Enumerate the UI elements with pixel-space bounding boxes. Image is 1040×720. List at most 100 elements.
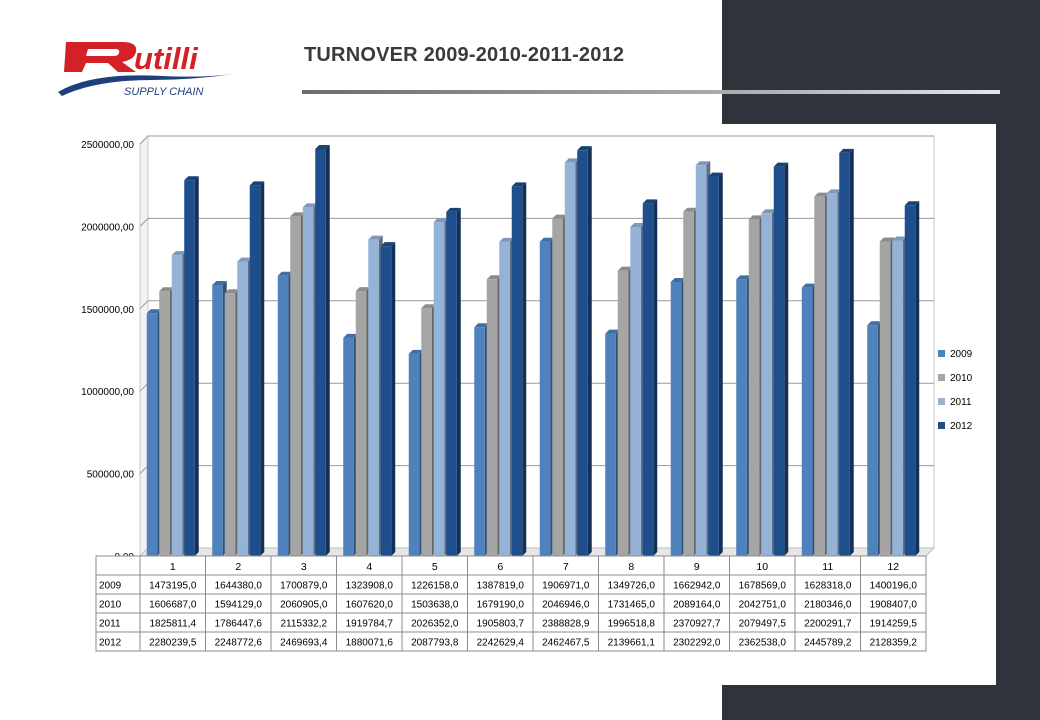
bar-top-2011-7	[564, 158, 580, 163]
bar-top-2010-8	[617, 266, 633, 271]
bar-side-2012-3	[325, 144, 330, 557]
bar-top-2009-7	[539, 237, 555, 242]
bar-2011-7	[564, 162, 576, 557]
bar-top-2010-3	[290, 212, 305, 217]
legend-swatch-2012	[938, 422, 945, 429]
table-cell-value: 2128359,2	[870, 638, 918, 649]
table-cell-value: 1606687,0	[149, 600, 197, 611]
bar-2011-12	[892, 240, 903, 556]
gridline	[139, 217, 934, 227]
bar-top-2011-9	[695, 161, 711, 166]
table-cell-value: 1919784,7	[346, 619, 394, 630]
bar-top-2012-1	[184, 176, 199, 181]
svg-text:utilli: utilli	[134, 41, 199, 76]
bar-top-2009-11	[801, 283, 817, 288]
legend-swatch-2011	[938, 398, 945, 405]
bar-top-2009-4	[343, 333, 358, 338]
bar-2011-3	[302, 207, 314, 556]
bar-2010-7	[552, 218, 563, 556]
bar-top-2009-2	[212, 281, 227, 286]
x-tick-label: 1	[170, 561, 176, 573]
bar-side-2012-2	[260, 181, 265, 556]
bar-side-2012-11	[849, 148, 854, 556]
bar-2009-7	[539, 241, 551, 556]
table-cell-value: 2026352,0	[411, 619, 459, 630]
bar-2010-4	[355, 291, 367, 556]
bar-top-2011-10	[761, 209, 776, 214]
bar-top-2010-1	[159, 287, 174, 292]
bar-top-2011-11	[826, 189, 842, 194]
legend-swatch-2009	[938, 350, 945, 357]
bar-2012-2	[249, 185, 261, 556]
bar-2012-5	[446, 211, 457, 556]
y-tick-label: 500000,00	[87, 470, 135, 481]
bar-2011-5	[433, 222, 445, 556]
bar-2012-9	[708, 176, 719, 556]
bar-2009-1	[146, 313, 158, 556]
bar-2012-3	[315, 148, 326, 557]
chart-card: 0,00500000,001000000,001500000,002000000…	[32, 124, 996, 685]
table-cell-value: 2180346,0	[804, 600, 852, 611]
x-tick-label: 3	[301, 561, 307, 573]
table-cell-value: 2302292,0	[673, 638, 721, 649]
table-cell-value: 1473195,0	[149, 581, 197, 592]
bar-2012-4	[380, 246, 392, 557]
table-cell-value: 1996518,8	[608, 619, 656, 630]
table-cell-value: 2042751,0	[739, 600, 787, 611]
bar-2011-11	[826, 193, 838, 556]
bar-2012-1	[184, 180, 195, 556]
bar-2010-3	[290, 216, 301, 556]
table-cell-value: 2362538,0	[739, 638, 787, 649]
table-cell-value: 1825811,4	[149, 619, 196, 630]
bar-side-2012-5	[456, 207, 461, 556]
x-tick-label: 2	[235, 561, 241, 573]
bar-top-2012-2	[249, 181, 265, 186]
table-cell-value: 1400196,0	[870, 581, 918, 592]
bar-top-2009-6	[474, 323, 489, 328]
table-cell-value: 2370927,7	[673, 619, 721, 630]
bar-top-2009-5	[408, 349, 424, 354]
y-tick-label: 1500000,00	[81, 305, 134, 316]
bar-2011-1	[171, 255, 183, 557]
table-cell-value: 1594129,0	[215, 600, 263, 611]
bar-top-2012-5	[446, 207, 461, 212]
bar-2012-10	[773, 166, 785, 556]
bar-2011-9	[695, 165, 707, 556]
y-tick-label: 1000000,00	[81, 387, 134, 398]
bar-top-2011-8	[630, 222, 645, 227]
bar-2009-11	[801, 287, 813, 556]
table-cell-value: 1678569,0	[739, 581, 787, 592]
bar-top-2010-7	[552, 214, 567, 219]
bar-top-2009-10	[736, 275, 751, 280]
bar-2009-9	[670, 281, 682, 556]
bar-top-2010-4	[355, 287, 371, 292]
bar-2009-12	[867, 325, 878, 556]
bar-top-2011-3	[302, 203, 318, 208]
bar-side-2012-9	[718, 172, 723, 556]
table-series-name: 2010	[99, 600, 122, 611]
table-cell-value: 2445789,2	[804, 638, 852, 649]
bar-2010-2	[224, 293, 236, 556]
table-cell-value: 1914259,5	[870, 619, 918, 630]
x-tick-label: 7	[563, 561, 569, 573]
bar-2012-8	[642, 203, 654, 556]
legend-swatch-2010	[938, 374, 945, 381]
bar-top-2010-6	[486, 275, 502, 280]
logo-subtext: SUPPLY CHAIN	[124, 86, 204, 98]
legend-label-2011: 2011	[950, 397, 972, 408]
bar-2011-4	[368, 239, 379, 556]
bar-side-2012-8	[653, 199, 658, 556]
table-cell-value: 2388828,9	[542, 619, 590, 630]
bar-2009-3	[277, 275, 289, 556]
table-cell-value: 1323908,0	[346, 581, 394, 592]
bar-top-2011-1	[171, 251, 187, 256]
table-cell-value: 2079497,5	[739, 619, 787, 630]
bar-2009-5	[408, 353, 420, 556]
x-tick-label: 5	[432, 561, 438, 573]
table-cell-value: 1700879,0	[280, 581, 328, 592]
legend-label-2012: 2012	[950, 421, 973, 432]
bar-top-2012-3	[315, 144, 330, 149]
table-cell-value: 2280239,5	[149, 638, 197, 649]
table-cell-value: 1607620,0	[346, 600, 394, 611]
bar-2010-6	[486, 279, 498, 556]
